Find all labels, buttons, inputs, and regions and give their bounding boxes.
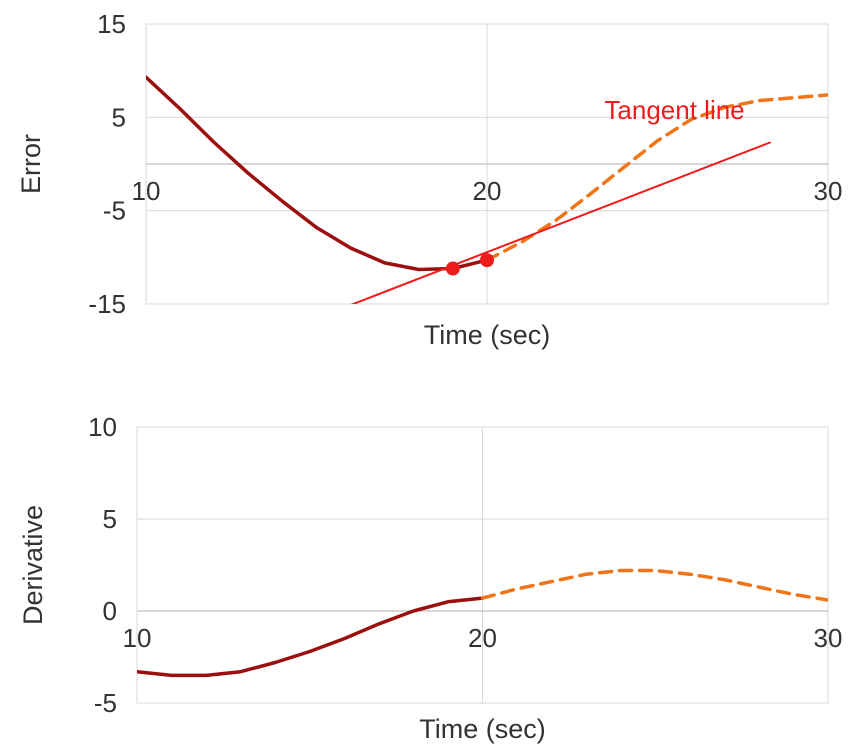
- x-axis-title: Time (sec): [419, 714, 546, 744]
- tangent-annotation: Tangent line: [604, 95, 744, 125]
- x-tick-label: 10: [123, 623, 152, 653]
- series-line-solid: [137, 596, 485, 678]
- series-line-dashed: [485, 93, 828, 262]
- y-tick-label: -5: [94, 688, 117, 718]
- x-tick-label: 30: [814, 623, 843, 653]
- chart-2: 10 5 0 -5 10 20 30 Time (sec) Derivative: [18, 412, 842, 744]
- y-axis-title: Derivative: [18, 505, 48, 625]
- y-tick-label: 5: [112, 102, 126, 132]
- x-tick-label: 20: [473, 176, 502, 206]
- x-tick-label: 10: [132, 176, 161, 206]
- x-axis-title: Time (sec): [424, 320, 551, 350]
- x-tick-label: 20: [468, 623, 497, 653]
- y-tick-label: -15: [88, 289, 126, 319]
- series-group: [137, 568, 828, 678]
- y-tick-label: -5: [103, 196, 126, 226]
- y-tick-label: 10: [88, 412, 117, 442]
- series-line-dashed: [480, 568, 828, 602]
- y-tick-label: 15: [97, 9, 126, 39]
- chart-1: 15 5 -5 -15 10 20 30 Tangent line Time (sec) Erro…: [16, 9, 842, 350]
- x-tick-label: 30: [814, 176, 843, 206]
- y-tick-label: 5: [103, 504, 117, 534]
- data-point: [445, 261, 460, 276]
- y-axis-title: Error: [16, 134, 46, 194]
- data-point: [480, 253, 494, 268]
- series-group: [146, 75, 828, 304]
- series-line-solid: [146, 75, 489, 272]
- y-tick-label: 0: [103, 596, 117, 626]
- tangent-line: [350, 141, 771, 304]
